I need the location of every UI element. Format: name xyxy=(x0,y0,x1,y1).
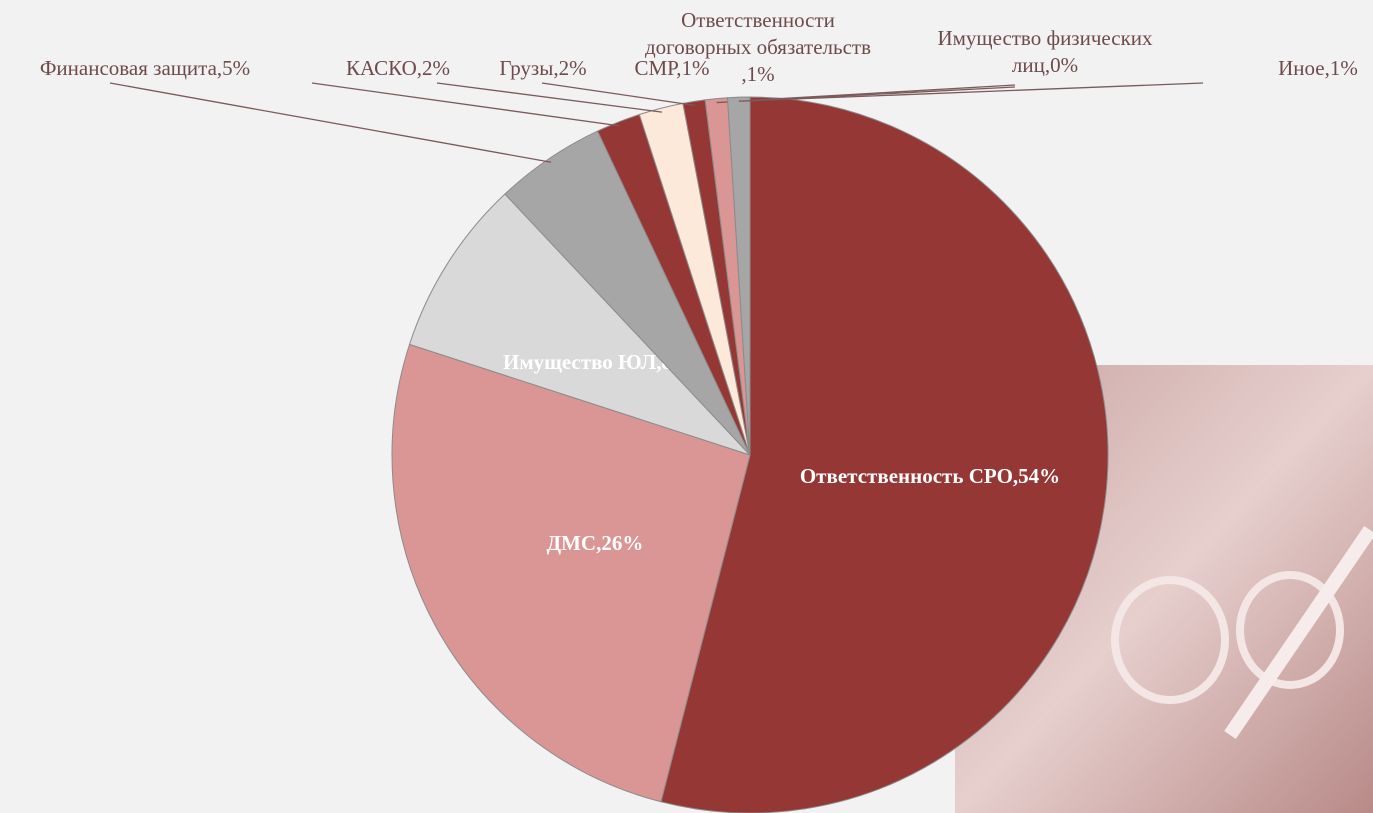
data-label-line: Иное,1% xyxy=(1278,56,1358,80)
data-label: Ответственность СРО,54% xyxy=(800,464,1060,488)
data-label-line: Ответственности xyxy=(681,8,835,32)
data-label: КАСКО,2% xyxy=(346,56,450,80)
slide: Ответственность СРО,54% ДМС,26% Имущество … xyxy=(0,0,1373,813)
data-label-line: ДМС,26% xyxy=(547,531,644,555)
data-label-line: ,1% xyxy=(741,62,774,86)
data-label-line: лиц,0% xyxy=(1012,53,1078,77)
data-label: Иное,1% xyxy=(1278,56,1358,80)
data-label-line: Финансовая защита,5% xyxy=(40,56,250,80)
data-label-line: Грузы,2% xyxy=(499,56,586,80)
data-label-line: СМР,1% xyxy=(635,56,710,80)
data-label-line: Ответственность СРО,54% xyxy=(800,464,1060,488)
data-label: СМР,1% xyxy=(635,56,710,80)
data-label: Финансовая защита,5% xyxy=(40,56,250,80)
data-label-line: КАСКО,2% xyxy=(346,56,450,80)
data-label: Грузы,2% xyxy=(499,56,586,80)
data-label-line: Имущество физических xyxy=(937,26,1153,50)
data-label-line: договорных обязательств xyxy=(645,35,871,59)
data-label: ДМС,26% xyxy=(547,531,644,555)
